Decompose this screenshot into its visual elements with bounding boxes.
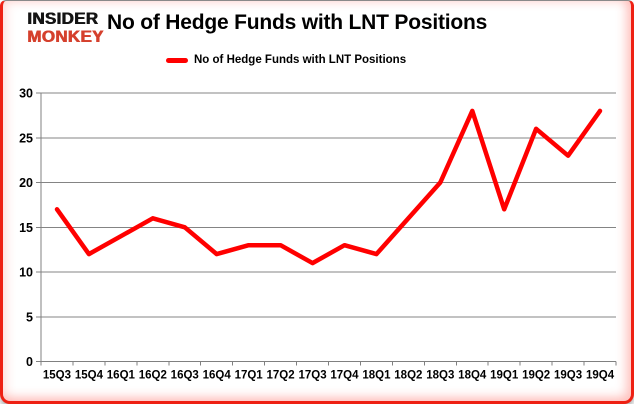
y-tick-label: 15	[19, 221, 33, 235]
x-tick-label: 16Q2	[139, 370, 167, 382]
x-tick-label: 16Q3	[171, 370, 199, 382]
y-tick-label: 20	[19, 176, 33, 190]
logo-monkey-text: MONKEY	[27, 27, 104, 46]
legend-line-icon	[166, 57, 188, 63]
y-tick-label: 0	[26, 355, 33, 369]
x-tick-label: 17Q4	[330, 370, 359, 382]
line-chart: 0 5 10 15 20 25 30 15Q3 15Q4 16Q1 16Q2 16Q3 16Q4 17Q1…	[19, 87, 617, 382]
x-tick-label: 18Q3	[426, 370, 454, 382]
x-tick-label: 19Q3	[554, 370, 582, 382]
x-tick-label: 17Q3	[298, 370, 326, 382]
chart-title: No of Hedge Funds with LNT Positions	[107, 11, 488, 34]
x-tick-label: 18Q1	[362, 370, 391, 382]
x-tick-label: 19Q1	[490, 370, 519, 382]
x-tick-label: 16Q1	[107, 370, 136, 382]
x-tick-label: 15Q3	[43, 370, 71, 382]
data-series-line	[54, 108, 603, 266]
insider-monkey-logo: INSIDER MONKEY	[27, 10, 103, 45]
x-tick-label: 15Q4	[75, 370, 104, 382]
x-tick-label: 16Q4	[203, 370, 232, 382]
x-tick-label: 17Q2	[267, 370, 295, 382]
y-tick-label: 25	[19, 131, 33, 145]
y-tick-label: 5	[26, 310, 33, 324]
x-tick-label: 18Q2	[394, 370, 422, 382]
logo-insider-text: INSIDER	[27, 9, 99, 28]
x-tick-label: 19Q4	[586, 370, 615, 382]
y-tick-label: 10	[19, 266, 33, 280]
y-tick-label: 30	[19, 87, 33, 101]
x-tick-label: 19Q2	[522, 370, 550, 382]
legend-label: No of Hedge Funds with LNT Positions	[194, 54, 407, 66]
x-tick-label: 17Q1	[235, 370, 264, 382]
legend: No of Hedge Funds with LNT Positions	[166, 54, 406, 66]
x-tick-label: 18Q4	[458, 370, 487, 382]
